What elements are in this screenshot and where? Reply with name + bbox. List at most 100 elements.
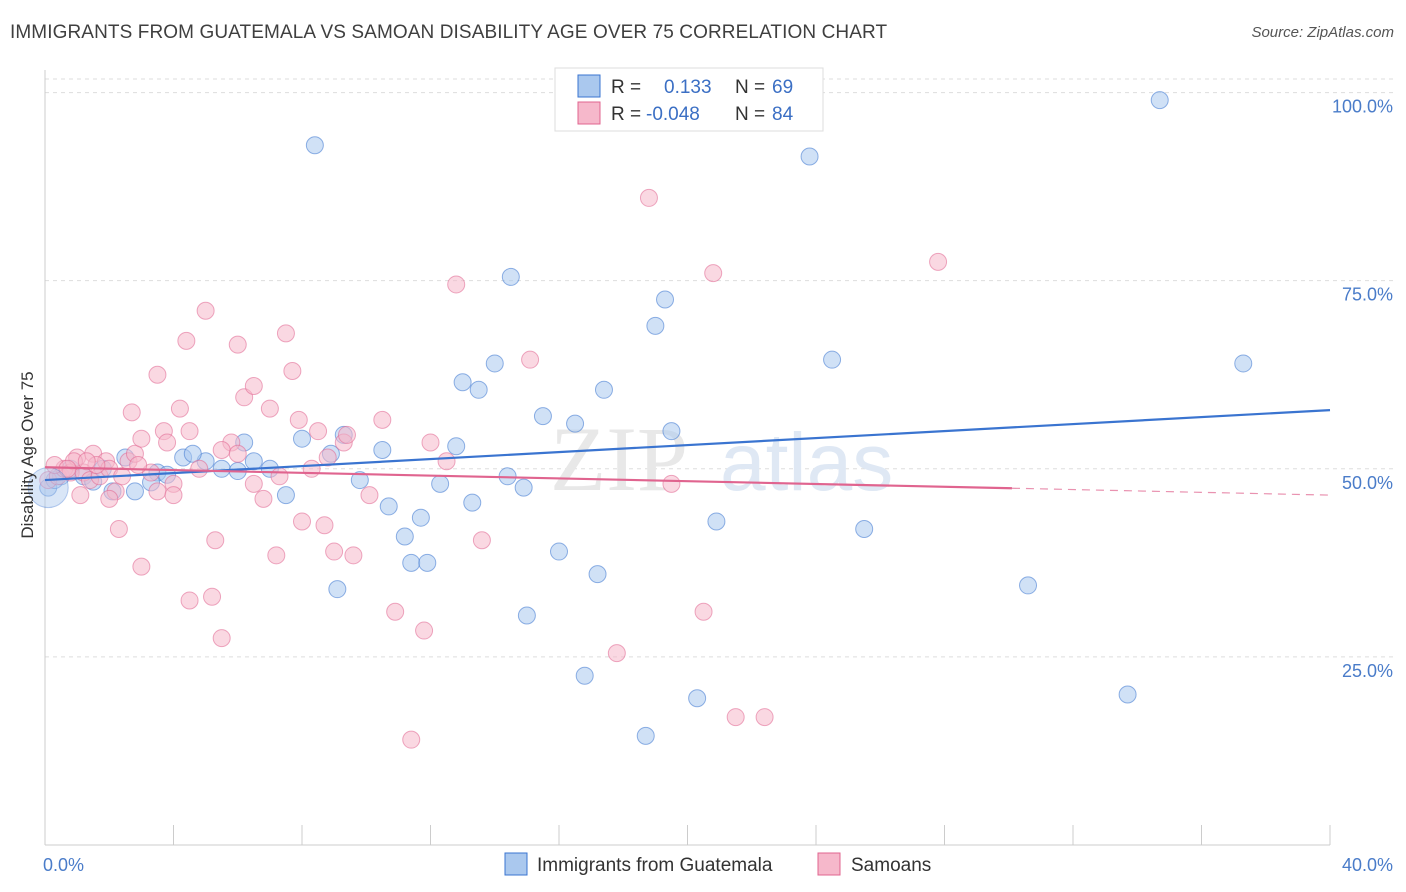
- guatemala-point: [1118, 685, 1137, 704]
- samoan-point: [122, 403, 141, 422]
- samoan-point: [170, 399, 189, 418]
- samoan-point: [206, 531, 225, 550]
- guatemala-point: [501, 267, 520, 286]
- samoan-point: [228, 335, 247, 354]
- guatemala-point: [636, 726, 655, 745]
- samoan-point: [212, 440, 231, 459]
- samoan-point: [755, 708, 774, 727]
- samoan-point: [337, 425, 356, 444]
- legend-r-value-blue: 0.133: [664, 77, 712, 98]
- trend-line-samoan-extrapolated: [1011, 487, 1331, 496]
- guatemala-point: [183, 444, 202, 463]
- bottom-legend-swatch-pink: [817, 852, 841, 876]
- samoan-point: [726, 708, 745, 727]
- guatemala-point: [469, 380, 488, 399]
- samoan-point: [267, 546, 286, 565]
- samoan-point: [244, 377, 263, 396]
- samoan-point: [607, 644, 626, 663]
- source-note: Source: ZipAtlas.com: [1251, 24, 1394, 41]
- guatemala-point: [447, 437, 466, 456]
- legend-r-label-pink: R =: [611, 104, 641, 125]
- guatemala-point: [1234, 354, 1253, 373]
- guatemala-point: [514, 478, 533, 497]
- samoan-point: [302, 459, 321, 478]
- legend-n-value-pink: 84: [772, 104, 794, 125]
- bottom-legend-swatch-blue: [504, 852, 528, 876]
- guatemala-point: [656, 290, 675, 309]
- legend-r-value-pink: -0.048: [646, 104, 700, 125]
- samoan-point: [77, 452, 96, 471]
- samoan-point: [447, 275, 466, 294]
- guatemala-point: [463, 493, 482, 512]
- watermark-atlas: atlas: [720, 417, 893, 508]
- guatemala-point: [293, 429, 311, 448]
- samoan-point: [318, 448, 337, 467]
- chart-title: IMMIGRANTS FROM GUATEMALA VS SAMOAN DISA…: [10, 22, 888, 43]
- samoan-point: [132, 429, 151, 448]
- legend-n-label-blue: N =: [735, 77, 765, 98]
- guatemala-point: [517, 606, 536, 625]
- axis-layer: 25.0% 50.0% 75.0% 100.0%: [44, 70, 1393, 846]
- samoan-point: [260, 399, 279, 418]
- guatemala-point: [305, 136, 324, 155]
- guatemala-point: [588, 565, 607, 584]
- guatemala-point: [431, 474, 450, 493]
- guatemala-point: [125, 482, 144, 501]
- y-axis-title: Disability Age Over 75: [18, 371, 37, 538]
- samoan-point: [190, 459, 209, 478]
- watermark: ZIP atlas: [550, 408, 893, 510]
- samoan-point: [472, 531, 491, 550]
- y-tick-label: 100.0%: [1332, 97, 1393, 117]
- legend-swatch-blue: [577, 74, 601, 98]
- guatemala-point: [1150, 91, 1169, 110]
- x-tick-label-min: 0.0%: [43, 855, 84, 875]
- samoan-point: [180, 591, 199, 610]
- guatemala-point: [350, 471, 369, 490]
- guatemala-point: [395, 527, 414, 546]
- guatemala-point: [855, 519, 874, 538]
- legend-n-value-blue: 69: [772, 77, 793, 98]
- samoan-point: [402, 730, 421, 749]
- samoan-point: [212, 629, 231, 648]
- samoan-point: [360, 486, 379, 505]
- samoan-point: [228, 444, 247, 463]
- x-tick-label-max: 40.0%: [1342, 855, 1393, 875]
- samoan-point: [148, 482, 167, 501]
- guatemala-point: [453, 373, 472, 392]
- bottom-legend-label-pink: Samoans: [851, 855, 931, 876]
- samoan-point: [421, 433, 440, 452]
- guatemala-point: [550, 542, 568, 561]
- samoan-point: [373, 410, 392, 429]
- guatemala-point: [276, 486, 295, 505]
- samoan-point: [276, 324, 295, 343]
- samoan-point: [289, 410, 308, 429]
- guatemala-point: [800, 147, 819, 166]
- samoan-point: [325, 542, 344, 561]
- guatemala-point: [594, 380, 613, 399]
- bottom-legend: Immigrants from Guatemala Samoans: [504, 852, 931, 876]
- samoan-point: [109, 519, 128, 538]
- guatemala-point: [707, 512, 726, 531]
- samoan-point: [639, 188, 658, 207]
- samoan-point: [694, 602, 713, 621]
- bottom-legend-label-blue: Immigrants from Guatemala: [537, 855, 773, 876]
- samoan-point: [244, 474, 263, 493]
- samoan-point: [344, 546, 363, 565]
- y-tick-label: 75.0%: [1342, 285, 1393, 305]
- guatemala-point: [575, 666, 594, 685]
- legend-swatch-pink: [577, 101, 601, 125]
- samoan-point: [158, 433, 177, 452]
- samoan-point: [254, 489, 273, 508]
- samoan-point: [148, 365, 167, 384]
- samoan-point: [293, 512, 311, 531]
- samoan-point: [203, 587, 222, 606]
- samoan-point: [386, 602, 405, 621]
- guatemala-point: [244, 452, 263, 471]
- samoan-point: [309, 422, 328, 441]
- samoan-point: [71, 486, 90, 505]
- trend-line-guatemala: [44, 408, 1331, 482]
- legend-r-label-blue: R =: [611, 77, 641, 98]
- guatemala-point: [646, 316, 665, 335]
- guatemala-point: [411, 508, 430, 527]
- samoan-point: [704, 264, 723, 283]
